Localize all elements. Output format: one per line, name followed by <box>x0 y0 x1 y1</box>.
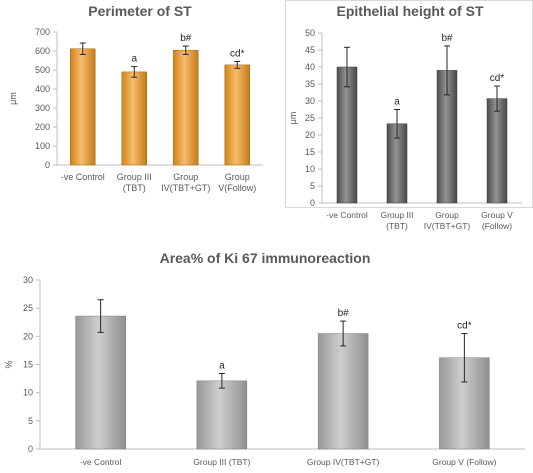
epithelial-category-label: -ve Control <box>326 210 368 220</box>
ki67-y-tick-label: 20 <box>23 331 33 341</box>
perimeter-category-label: Group III <box>117 172 152 182</box>
ki67-y-tick-label: 10 <box>23 388 33 398</box>
perimeter-category-label: V(Follow) <box>218 183 256 193</box>
ki67-category-label: Group IV(TBT+GT) <box>307 457 380 467</box>
epithelial-y-tick-label: 20 <box>305 130 315 140</box>
ki67-significance-label: cd* <box>457 321 472 332</box>
epithelial-significance-label: b# <box>441 33 453 44</box>
perimeter-bar <box>70 48 96 166</box>
epithelial-significance-label: a <box>394 97 400 108</box>
ki67-bar <box>196 380 248 450</box>
ki67-chart-title: Area% of Ki 67 immunoreaction <box>160 250 371 266</box>
ki67-y-tick-label: 25 <box>23 303 33 313</box>
perimeter-y-tick-label: 400 <box>35 84 50 94</box>
epithelial-category-label: (TBT) <box>386 221 408 231</box>
epithelial-bar <box>486 98 508 204</box>
ki67-significance-label: b# <box>338 308 350 319</box>
epithelial-category-label: Group V <box>481 210 513 220</box>
ki67-y-tick-label: 30 <box>23 275 33 285</box>
epithelial-category-label: Group <box>435 210 459 220</box>
epithelial-y-tick-label: 50 <box>305 28 315 38</box>
epithelial-y-tick-label: 25 <box>305 113 315 123</box>
ki67-y-axis-label: % <box>4 360 14 368</box>
epithelial-y-tick-label: 0 <box>310 198 315 208</box>
ki67-bar <box>75 315 126 450</box>
perimeter-bar <box>224 64 250 166</box>
perimeter-chart-title: Perimeter of ST <box>88 3 192 19</box>
perimeter-bar <box>173 49 199 166</box>
ki67-category-label: Group III (TBT) <box>193 457 250 467</box>
perimeter-y-tick-label: 600 <box>35 46 50 56</box>
ki67-category-label: Group V (Follow) <box>432 457 496 467</box>
perimeter-category-label: Group <box>173 172 198 182</box>
epithelial-y-tick-label: 5 <box>310 181 315 191</box>
perimeter-y-tick-label: 500 <box>35 65 50 75</box>
perimeter-y-tick-label: 100 <box>35 141 50 151</box>
perimeter-y-tick-label: 0 <box>45 160 50 170</box>
ki67-y-tick-label: 0 <box>28 444 33 454</box>
perimeter-significance-label: cd* <box>230 48 245 59</box>
epithelial-y-tick-label: 30 <box>305 96 315 106</box>
ki67-y-tick-label: 5 <box>28 416 33 426</box>
epithelial-y-tick-label: 40 <box>305 62 315 72</box>
ki67-bar <box>317 333 369 450</box>
perimeter-category-label: (TBT) <box>123 183 146 193</box>
epithelial-category-label: IV(TBT+GT) <box>424 221 471 231</box>
perimeter-y-tick-label: 300 <box>35 103 50 113</box>
perimeter-y-tick-label: 700 <box>35 27 50 37</box>
perimeter-category-label: Group <box>225 172 250 182</box>
epithelial-y-tick-label: 35 <box>305 79 315 89</box>
perimeter-significance-label: a <box>131 54 137 65</box>
epithelial-category-label: (Follow) <box>482 221 512 231</box>
ki67-significance-label: a <box>219 361 225 372</box>
epithelial-chart-title: Epithelial height of ST <box>337 3 484 19</box>
epithelial-y-tick-label: 15 <box>305 147 315 157</box>
perimeter-category-label: IV(TBT+GT) <box>161 183 210 193</box>
perimeter-bar <box>121 71 147 166</box>
epithelial-bar <box>336 66 358 204</box>
epithelial-y-tick-label: 45 <box>305 45 315 55</box>
perimeter-y-axis-label: μm <box>8 92 18 105</box>
epithelial-category-label: Group III <box>380 210 413 220</box>
ki67-category-label: -ve Control <box>80 457 122 467</box>
ki67-y-tick-label: 15 <box>23 360 33 370</box>
epithelial-y-axis-label: μm <box>288 112 298 125</box>
perimeter-category-label: -ve Control <box>61 172 105 182</box>
perimeter-y-tick-label: 200 <box>35 122 50 132</box>
perimeter-significance-label: b# <box>180 33 192 44</box>
epithelial-y-tick-label: 10 <box>305 164 315 174</box>
epithelial-significance-label: cd* <box>490 73 505 84</box>
